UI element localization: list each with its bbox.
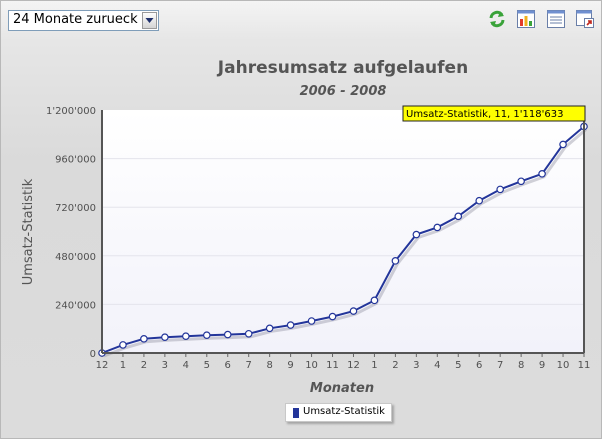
bar-chart-icon[interactable] [516,9,536,29]
y-tick-label: 0 [90,349,96,360]
tooltip-text: Umsatz-Statistik, 11, 1'118'633 [406,109,563,120]
x-tick-label: 10 [305,360,318,371]
data-point[interactable] [182,332,190,340]
data-point[interactable] [265,324,274,333]
x-tick-label: 6 [476,360,482,371]
x-tick-label: 7 [497,360,503,371]
x-tick-label: 12 [347,360,360,371]
data-point[interactable] [370,296,379,305]
x-tick-label: 11 [578,360,591,371]
x-axis-label: Monaten [310,381,374,396]
x-tick-label: 3 [162,360,168,371]
x-tick-label: 8 [266,360,272,371]
y-tick-label: 240'000 [55,300,96,311]
chart-subtitle: 2006 - 2008 [300,84,387,99]
x-tick-label: 6 [225,360,231,371]
y-tick-label: 720'000 [55,203,96,214]
y-axis-label: Umsatz-Statistik [21,178,36,285]
data-point[interactable] [559,140,567,149]
data-tooltip: Umsatz-Statistik, 11, 1'118'633 [402,105,586,122]
x-tick-label: 8 [518,360,524,371]
data-point[interactable] [286,321,295,329]
data-point[interactable] [161,333,169,342]
x-tick-label: 7 [246,360,252,371]
y-tick-label: 960'000 [55,155,96,166]
data-point[interactable] [496,185,504,194]
data-point[interactable] [244,329,253,338]
data-point[interactable] [307,317,316,325]
refresh-icon[interactable] [487,9,507,29]
data-point[interactable] [223,330,232,339]
x-tick-label: 10 [557,360,570,371]
legend[interactable]: Umsatz-Statistik Umsatz-Statistik [285,403,392,422]
x-tick-label: 9 [287,360,293,371]
x-tick-label: 4 [434,360,440,371]
x-tick-label: 11 [326,360,339,371]
data-point[interactable] [349,307,358,315]
x-tick-label: 1 [120,360,126,371]
data-point[interactable] [202,331,211,339]
x-tick-label: 5 [204,360,210,371]
data-point[interactable] [433,223,442,232]
x-tick-label: 5 [455,360,461,371]
data-point[interactable] [454,212,463,221]
x-tick-label: 1 [371,360,377,371]
time-range-select[interactable]: 24 Monate zurueck [8,10,159,31]
data-point[interactable] [140,335,148,343]
data-point[interactable] [538,169,546,178]
x-tick-label: 12 [96,360,109,371]
list-view-icon[interactable] [546,9,566,29]
data-point[interactable] [517,177,525,186]
legend-swatch [293,408,299,418]
x-tick-label: 9 [539,360,545,371]
legend-label: Umsatz-Statistik [303,406,385,417]
time-range-value: 24 Monate zurueck [13,12,138,27]
x-tick-label: 4 [183,360,189,371]
toolbar: 24 Monate zurueck [1,1,601,41]
plot-area [102,110,584,353]
x-tick-label: 3 [413,360,419,371]
chevron-down-icon[interactable] [142,12,157,29]
chart-title: Jahresumsatz aufgelaufen [217,58,468,78]
x-tick-label: 2 [392,360,398,371]
data-point[interactable] [475,196,484,205]
data-point[interactable] [328,312,337,321]
y-tick-label: 480'000 [55,252,96,263]
data-point[interactable] [412,230,421,239]
data-point[interactable] [391,257,400,265]
x-tick-label: 2 [141,360,147,371]
data-point[interactable] [119,341,127,349]
y-tick-label: 1'200'000 [46,106,96,117]
export-icon[interactable] [575,9,595,29]
